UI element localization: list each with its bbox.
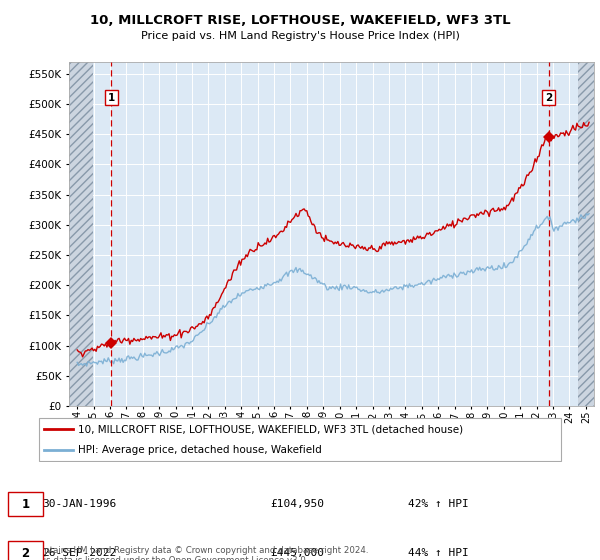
Text: 30-JAN-1996: 30-JAN-1996 xyxy=(42,499,116,509)
Text: 42% ↑ HPI: 42% ↑ HPI xyxy=(408,499,469,509)
Text: HPI: Average price, detached house, Wakefield: HPI: Average price, detached house, Wake… xyxy=(78,445,322,455)
Text: Contains HM Land Registry data © Crown copyright and database right 2024.
This d: Contains HM Land Registry data © Crown c… xyxy=(33,546,368,560)
Text: 10, MILLCROFT RISE, LOFTHOUSE, WAKEFIELD, WF3 3TL: 10, MILLCROFT RISE, LOFTHOUSE, WAKEFIELD… xyxy=(89,14,511,27)
Text: 26-SEP-2022: 26-SEP-2022 xyxy=(42,548,116,558)
Bar xyxy=(578,62,594,406)
Text: Price paid vs. HM Land Registry's House Price Index (HPI): Price paid vs. HM Land Registry's House … xyxy=(140,31,460,41)
FancyBboxPatch shape xyxy=(38,418,562,461)
Text: £104,950: £104,950 xyxy=(270,499,324,509)
Text: 2: 2 xyxy=(22,547,29,560)
Text: 44% ↑ HPI: 44% ↑ HPI xyxy=(408,548,469,558)
Text: £445,000: £445,000 xyxy=(270,548,324,558)
Text: 10, MILLCROFT RISE, LOFTHOUSE, WAKEFIELD, WF3 3TL (detached house): 10, MILLCROFT RISE, LOFTHOUSE, WAKEFIELD… xyxy=(78,424,463,435)
Text: 1: 1 xyxy=(22,497,29,511)
Text: 2: 2 xyxy=(545,93,552,103)
Bar xyxy=(69,62,93,406)
Text: 1: 1 xyxy=(108,93,115,103)
